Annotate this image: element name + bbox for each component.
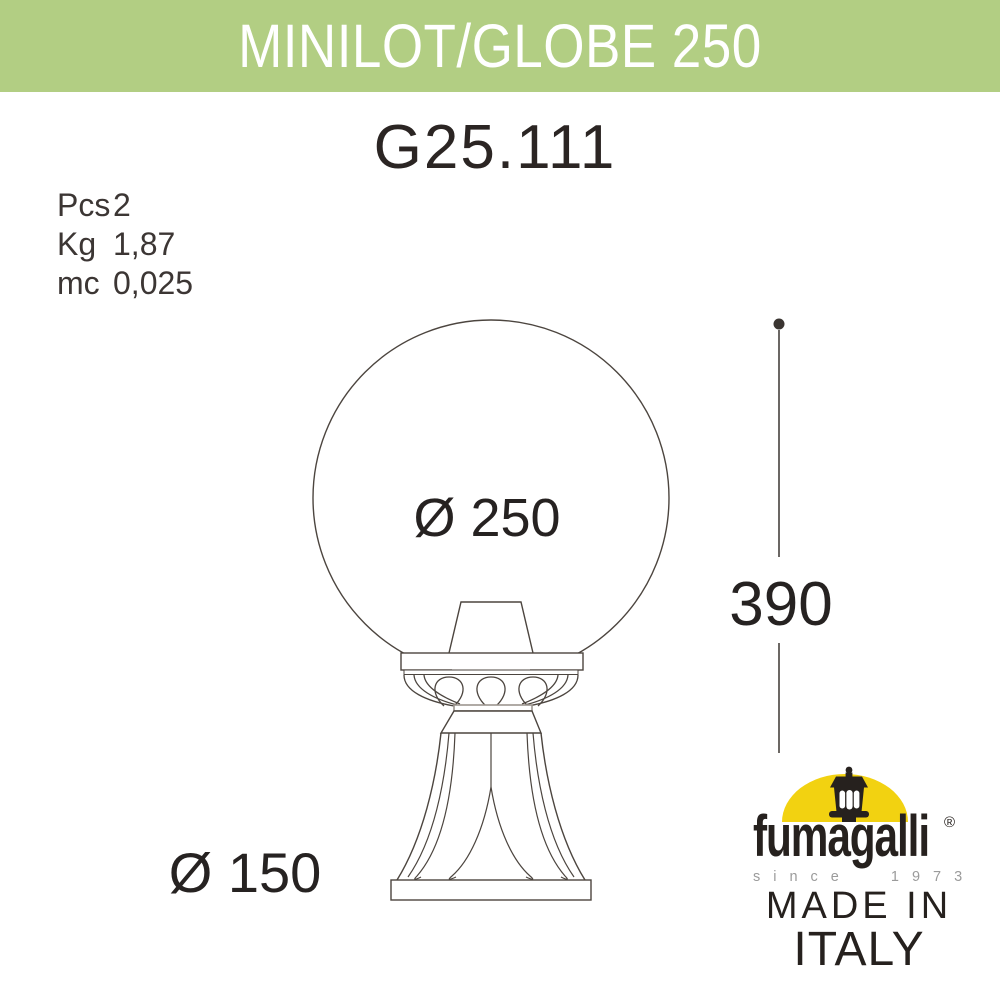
product-family-banner: MINILOT/GLOBE 250 (0, 0, 1000, 92)
base-plate (390, 879, 592, 901)
spec-value-kg: 1,87 (113, 226, 176, 262)
spec-label-mc: mc (57, 265, 100, 301)
globe-diameter-label: Ø 250 (413, 488, 561, 548)
spec-row-pcs: Pcs 2 (57, 186, 193, 225)
lantern-icon (829, 766, 869, 822)
pedestal-upper-base (439, 710, 543, 734)
base-diameter-label: Ø 150 (168, 841, 322, 904)
globe-arc-mask (452, 669, 530, 679)
pedestal-collar (400, 652, 584, 671)
height-dimension-line (773, 318, 785, 753)
spec-row-mc: mc 0,025 (57, 264, 193, 303)
brand-wordmark: fumagalli (753, 804, 930, 869)
dimension-dot (773, 318, 785, 330)
specs-block: Pcs 2 Kg 1,87 mc 0,025 (57, 186, 193, 303)
collar-lip (403, 669, 579, 675)
fumagalli-logo: fumagalli ® since 1973 MADE IN ITALY (740, 755, 1000, 1000)
lamp-neck (448, 601, 534, 654)
registered-trademark-icon: ® (944, 814, 956, 831)
spec-row-kg: Kg 1,87 (57, 225, 193, 264)
fumagalli-logo-art (782, 766, 908, 822)
pedestal-waist-ring (453, 704, 533, 712)
height-label: 390 (729, 570, 833, 639)
spec-label-pcs: Pcs (57, 187, 111, 223)
brand-since: since 1973 (753, 869, 976, 885)
spec-value-pcs: 2 (113, 187, 131, 223)
spec-value-mc: 0,025 (113, 265, 194, 301)
product-family-title: MINILOT/GLOBE 250 (238, 12, 762, 80)
product-code: G25.111 (373, 113, 617, 182)
made-in-line2: ITALY (793, 923, 925, 976)
pedestal-trumpet (396, 732, 586, 881)
pedestal-crown (403, 674, 579, 707)
spec-label-kg: Kg (57, 226, 97, 262)
made-in-line1: MADE IN (765, 885, 953, 927)
